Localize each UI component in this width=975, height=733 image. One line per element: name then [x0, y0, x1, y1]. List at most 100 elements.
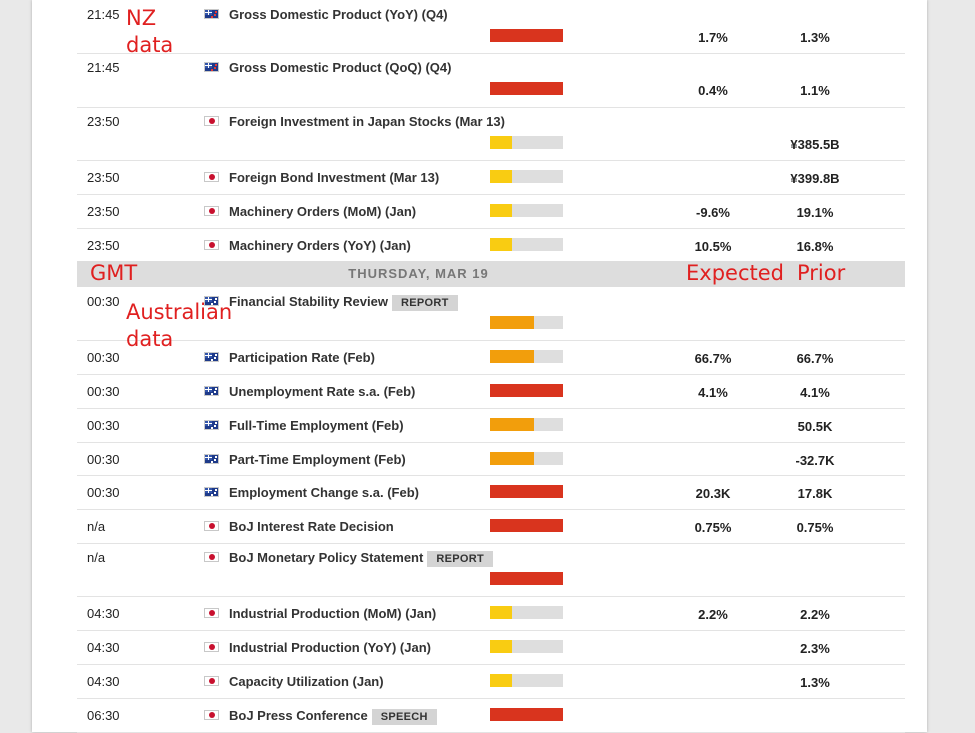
- event-name[interactable]: Gross Domestic Product (YoY) (Q4): [229, 7, 448, 22]
- expected-value: 0.75%: [694, 520, 732, 535]
- prior-value: 66.7%: [796, 351, 834, 366]
- event-row[interactable]: 04:30 Industrial Production (YoY) (Jan) …: [77, 630, 905, 665]
- calendar-panel: [32, 0, 927, 732]
- event-row[interactable]: 21:45 Gross Domestic Product (QoQ) (Q4) …: [77, 53, 905, 108]
- event-name[interactable]: Machinery Orders (MoM) (Jan): [229, 204, 416, 219]
- au-flag-icon: [204, 454, 219, 464]
- impact-bar-fill: [490, 640, 512, 653]
- event-time: 21:45: [87, 7, 120, 22]
- impact-bar: [490, 485, 563, 498]
- expected-value: -9.6%: [696, 205, 730, 220]
- event-name[interactable]: Participation Rate (Feb): [229, 350, 375, 365]
- event-name[interactable]: Full-Time Employment (Feb): [229, 418, 404, 433]
- prior-value: 17.8K: [797, 486, 833, 501]
- impact-bar-fill: [490, 238, 512, 251]
- au-flag-icon: [204, 386, 219, 396]
- event-time: 00:30: [87, 384, 120, 399]
- event-name-text: Unemployment Rate s.a. (Feb): [229, 384, 416, 399]
- prior-value: 2.2%: [800, 607, 830, 622]
- impact-bar-fill: [490, 82, 563, 95]
- event-time: n/a: [87, 550, 106, 565]
- annotation-nz-line1: NZ: [126, 6, 157, 30]
- expected-value: 20.3K: [695, 486, 731, 501]
- event-tag-button[interactable]: SPEECH: [371, 708, 437, 725]
- prior-value: 0.75%: [796, 520, 834, 535]
- event-tag-button[interactable]: REPORT: [391, 294, 458, 311]
- event-name[interactable]: BoJ Monetary Policy Statement REPORT: [229, 550, 493, 567]
- event-name[interactable]: BoJ Press Conference SPEECH: [229, 708, 437, 725]
- event-row[interactable]: 23:50 Foreign Bond Investment (Mar 13) ¥…: [77, 160, 905, 195]
- expected-value: 0.4%: [698, 83, 728, 98]
- event-name[interactable]: Industrial Production (MoM) (Jan): [229, 606, 436, 621]
- expected-value: 66.7%: [694, 351, 732, 366]
- event-row[interactable]: 21:45 Gross Domestic Product (YoY) (Q4) …: [77, 0, 905, 54]
- event-name[interactable]: Part-Time Employment (Feb): [229, 452, 406, 467]
- event-name-text: Industrial Production (YoY) (Jan): [229, 640, 431, 655]
- prior-value: 1.1%: [800, 83, 830, 98]
- event-row[interactable]: 00:30 Full-Time Employment (Feb) 50.5K: [77, 408, 905, 443]
- jp-flag-icon: [204, 608, 219, 618]
- event-name[interactable]: Foreign Investment in Japan Stocks (Mar …: [229, 114, 505, 129]
- event-tag-button[interactable]: REPORT: [427, 550, 493, 567]
- event-row[interactable]: 06:30 BoJ Press Conference SPEECH: [77, 698, 905, 733]
- impact-bar: [490, 519, 563, 532]
- day-header: THURSDAY, MAR 19: [348, 266, 489, 281]
- impact-bar: [490, 316, 563, 329]
- impact-bar: [490, 418, 563, 431]
- event-row[interactable]: 04:30 Capacity Utilization (Jan) 1.3%: [77, 664, 905, 699]
- event-row[interactable]: 23:50 Machinery Orders (YoY) (Jan) 10.5%…: [77, 228, 905, 262]
- event-time: 06:30: [87, 708, 120, 723]
- event-row[interactable]: 23:50 Machinery Orders (MoM) (Jan) -9.6%…: [77, 194, 905, 229]
- event-name[interactable]: Industrial Production (YoY) (Jan): [229, 640, 431, 655]
- event-row[interactable]: 23:50 Foreign Investment in Japan Stocks…: [77, 107, 905, 161]
- event-name[interactable]: Financial Stability Review REPORT: [229, 294, 458, 311]
- annotation-australian: Australian data: [126, 300, 232, 352]
- jp-flag-icon: [204, 172, 219, 182]
- event-row[interactable]: 00:30 Employment Change s.a. (Feb) 20.3K…: [77, 475, 905, 510]
- event-row[interactable]: 00:30 Part-Time Employment (Feb) -32.7K: [77, 442, 905, 476]
- event-name-text: Part-Time Employment (Feb): [229, 452, 406, 467]
- event-name-text: BoJ Press Conference: [229, 708, 368, 723]
- jp-flag-icon: [204, 676, 219, 686]
- event-name[interactable]: Machinery Orders (YoY) (Jan): [229, 238, 411, 253]
- impact-bar: [490, 674, 563, 687]
- prior-value: 16.8%: [796, 239, 834, 254]
- impact-bar: [490, 350, 563, 363]
- event-row[interactable]: n/a BoJ Interest Rate Decision 0.75% 0.7…: [77, 509, 905, 544]
- jp-flag-icon: [204, 206, 219, 216]
- event-name[interactable]: Unemployment Rate s.a. (Feb): [229, 384, 415, 399]
- event-name[interactable]: Employment Change s.a. (Feb): [229, 485, 419, 500]
- event-name[interactable]: Foreign Bond Investment (Mar 13): [229, 170, 439, 185]
- event-name-text: Foreign Investment in Japan Stocks (Mar …: [229, 114, 505, 129]
- event-time: 21:45: [87, 60, 120, 75]
- event-time: 23:50: [87, 114, 120, 129]
- event-time: 00:30: [87, 350, 120, 365]
- annotation-australian-line2: data: [126, 327, 174, 352]
- event-name[interactable]: BoJ Interest Rate Decision: [229, 519, 394, 534]
- jp-flag-icon: [204, 521, 219, 531]
- jp-flag-icon: [204, 642, 219, 652]
- event-row[interactable]: n/a BoJ Monetary Policy Statement REPORT: [77, 543, 905, 597]
- impact-bar-fill: [490, 136, 512, 149]
- event-row[interactable]: 04:30 Industrial Production (MoM) (Jan) …: [77, 596, 905, 631]
- au-flag-icon: [204, 296, 219, 306]
- impact-bar-fill: [490, 485, 563, 498]
- event-name-text: Capacity Utilization (Jan): [229, 674, 384, 689]
- jp-flag-icon: [204, 552, 219, 562]
- impact-bar-fill: [490, 170, 512, 183]
- jp-flag-icon: [204, 240, 219, 250]
- nz-flag-icon: [204, 9, 219, 19]
- impact-bar-fill: [490, 418, 534, 431]
- event-name[interactable]: Capacity Utilization (Jan): [229, 674, 384, 689]
- prior-value: 1.3%: [800, 675, 830, 690]
- event-row[interactable]: 00:30 Participation Rate (Feb) 66.7% 66.…: [77, 340, 905, 375]
- annotation-australian-line1: Australian: [126, 300, 233, 324]
- event-row[interactable]: 00:30 Financial Stability Review REPORT: [77, 287, 905, 341]
- impact-bar-fill: [490, 572, 563, 585]
- prior-value: -32.7K: [795, 453, 835, 468]
- event-name-text: Full-Time Employment (Feb): [229, 418, 404, 433]
- event-row[interactable]: 00:30 Unemployment Rate s.a. (Feb) 4.1% …: [77, 374, 905, 409]
- event-name[interactable]: Gross Domestic Product (QoQ) (Q4): [229, 60, 451, 75]
- event-time: 00:30: [87, 418, 120, 433]
- expected-value: 2.2%: [698, 607, 728, 622]
